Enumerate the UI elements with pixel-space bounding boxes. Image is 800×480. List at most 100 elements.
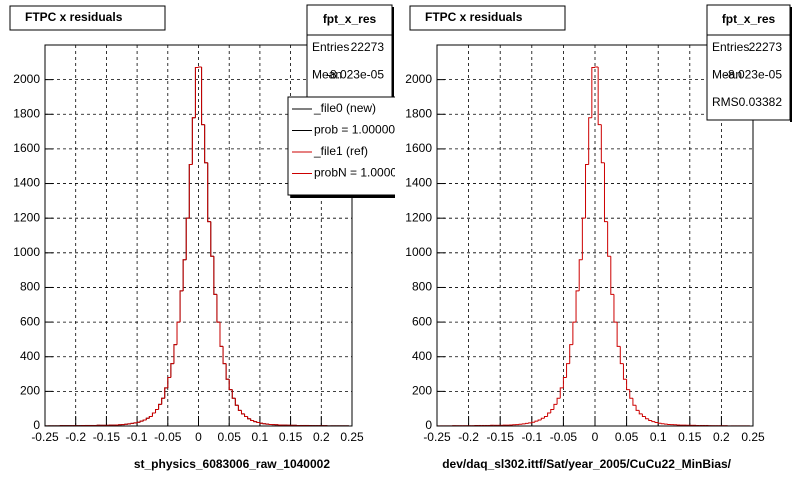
histogram-bin — [645, 416, 649, 420]
histogram-bin — [607, 221, 611, 257]
histogram-bin — [151, 412, 156, 417]
histogram-bin — [638, 410, 643, 415]
x-tick-label: 0.15 — [279, 430, 303, 444]
histogram-bin — [547, 412, 551, 417]
histogram-bin — [188, 163, 193, 219]
y-tick-label: 0 — [33, 418, 40, 432]
histogram-bin — [578, 259, 583, 291]
title-box — [409, 5, 566, 31]
frame — [436, 44, 754, 427]
y-tick-label: 800 — [20, 280, 40, 294]
y-tick-label: 200 — [20, 384, 40, 398]
histogram-bin — [540, 417, 545, 420]
x-tick-label: 0.1 — [650, 430, 667, 444]
histogram-bin — [585, 163, 589, 219]
histogram-bin — [654, 421, 659, 424]
stats-label: Mean — [712, 68, 742, 82]
histogram-bin — [528, 422, 532, 424]
histogram-bin — [651, 420, 656, 423]
x-tick-label: 0.15 — [678, 430, 702, 444]
histogram-bin — [641, 413, 646, 417]
x-tick-label: 0.2 — [713, 430, 730, 444]
y-tick-label: 1200 — [405, 210, 432, 224]
x-tick-label: 0.25 — [340, 430, 364, 444]
x-tick-label: -0.2 — [65, 430, 86, 444]
histogram-bin — [213, 256, 217, 295]
x-tick-label: 0.1 — [252, 430, 269, 444]
histogram-bin — [247, 416, 251, 420]
x-tick-label: -0.2 — [458, 430, 479, 444]
histogram-bin — [240, 410, 245, 415]
histogram-bin — [185, 217, 190, 260]
histogram-bin — [531, 421, 535, 423]
stats-name: fpt_x_res — [722, 12, 776, 26]
x-tick-label: 0.25 — [741, 430, 765, 444]
histogram-bin — [597, 66, 602, 126]
histogram-bin — [225, 363, 230, 380]
histogram-bin — [262, 423, 267, 425]
histogram-bin — [553, 403, 558, 410]
x-tick-label: 0 — [195, 430, 202, 444]
y-tick-label: 1000 — [13, 245, 40, 259]
histogram-bin — [562, 377, 567, 388]
frame-border — [436, 44, 754, 427]
title-box — [9, 5, 166, 31]
histogram-bin — [259, 422, 263, 424]
chart-title: FTPC x residuals — [425, 10, 523, 24]
histogram-bin — [170, 363, 174, 378]
histogram-bin — [648, 418, 652, 421]
stats-shadow — [392, 7, 394, 127]
histogram-bin — [237, 405, 242, 411]
y-tick-label: 600 — [412, 314, 432, 328]
histogram-bin — [629, 389, 633, 399]
histogram-bin — [204, 124, 208, 164]
histogram-bin — [194, 67, 199, 118]
histogram-bin — [191, 117, 196, 165]
stats-label: Mean — [312, 68, 342, 82]
legend-box — [287, 96, 395, 196]
histogram-bin — [167, 377, 171, 388]
stats-value: 22273 — [749, 40, 783, 54]
histogram-bin — [216, 294, 220, 323]
histogram-bin — [603, 162, 608, 223]
histogram-bin — [244, 413, 248, 417]
histogram-bin — [234, 398, 239, 406]
histogram-bin — [179, 290, 184, 323]
y-tick-label: 1600 — [13, 141, 40, 155]
histogram-bin — [591, 67, 595, 118]
histogram-bin — [556, 397, 561, 405]
histogram-bin — [130, 422, 135, 424]
histogram-bin — [228, 379, 233, 391]
x-tick-label: -0.15 — [93, 430, 121, 444]
histogram-bin — [173, 344, 178, 364]
histogram-bin — [622, 363, 627, 380]
histogram-bin — [572, 321, 577, 345]
y-tick-label: 2000 — [13, 72, 40, 86]
histogram-bin — [600, 124, 605, 164]
histogram-bin — [632, 398, 637, 406]
histogram-bin — [635, 405, 640, 411]
legend-annotation: prob = 1.000000 — [314, 123, 402, 137]
stats-label: RMS — [712, 95, 739, 109]
histogram-bin — [176, 321, 181, 345]
histogram-bin — [142, 419, 147, 422]
histogram-bin — [139, 420, 144, 423]
x-tick-label: -0.05 — [550, 430, 578, 444]
pad: 0 200 400 600 800 1000 1200 1400 1600 1800 2000 -0.… — [405, 4, 792, 471]
x-tick-label: -0.25 — [31, 430, 59, 444]
histogram-bin — [610, 256, 614, 295]
histogram-bin — [575, 290, 580, 323]
x-tick-label: -0.15 — [487, 430, 515, 444]
stats-shadow — [790, 7, 792, 122]
histogram-bin — [588, 117, 592, 165]
histogram-bin — [559, 387, 564, 399]
legend-label: _file0 (new) — [313, 101, 376, 115]
histogram-bin — [158, 403, 162, 410]
histogram-bin — [136, 421, 141, 423]
histogram-bin — [198, 66, 202, 68]
stats-label: Entries — [712, 40, 749, 54]
y-tick-label: 800 — [412, 280, 432, 294]
legend-label: _file1 (ref) — [313, 144, 368, 158]
histogram-bin — [256, 421, 260, 424]
